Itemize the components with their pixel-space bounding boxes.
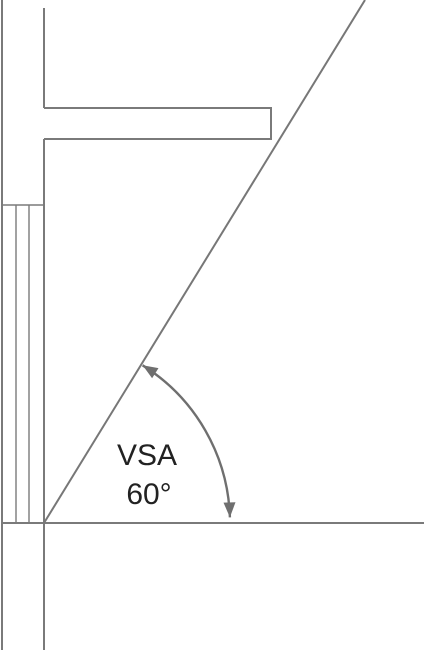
- window-glazing: [2, 204, 44, 523]
- shadow-cutoff-line: [43, 0, 366, 524]
- angle-label: VSA: [117, 439, 177, 472]
- angle-value: 60°: [126, 478, 171, 511]
- angle-arc: [141, 364, 236, 518]
- overhang-shade: [44, 107, 272, 140]
- arrowhead-lower: [223, 502, 236, 518]
- arrowhead-upper: [142, 365, 159, 379]
